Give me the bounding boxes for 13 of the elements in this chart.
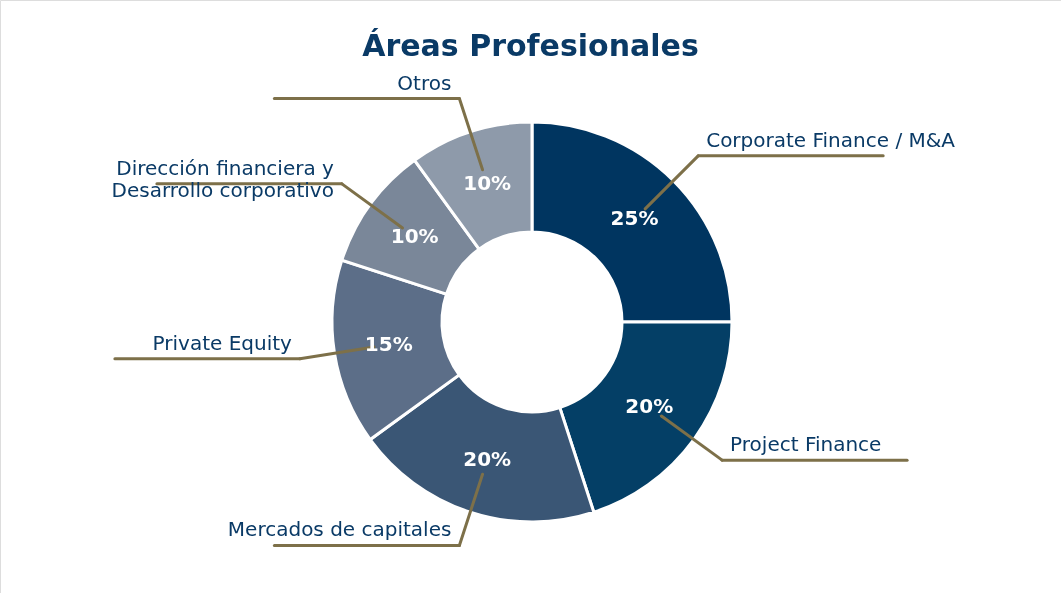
slice-label: Dirección financiera y Desarrollo corporativo bbox=[111, 155, 335, 202]
data-label: 10% bbox=[463, 171, 512, 196]
data-label: 20% bbox=[463, 446, 512, 471]
slice-label: Private Equity bbox=[152, 330, 293, 355]
chart-title: Áreas Profesionales bbox=[362, 28, 699, 63]
slice-label: Corporate Finance / M&A bbox=[706, 127, 956, 152]
data-label: 25% bbox=[610, 206, 659, 231]
data-label: 15% bbox=[364, 331, 413, 356]
slice-label: Mercados de capitales bbox=[227, 517, 452, 542]
data-label: 20% bbox=[625, 394, 674, 419]
slice-label: Project Finance bbox=[730, 432, 882, 457]
data-label: 10% bbox=[390, 223, 439, 248]
slice-label: Otros bbox=[397, 70, 452, 95]
